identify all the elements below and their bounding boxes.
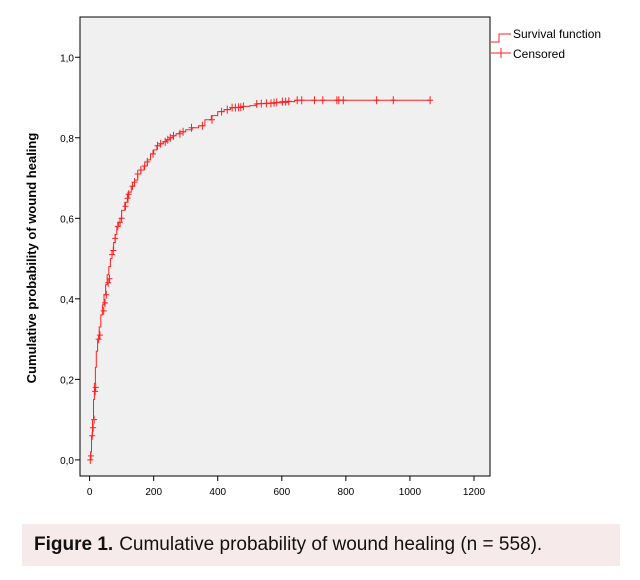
legend-censored-marker: [491, 48, 511, 58]
y-tick-label: 1,0: [60, 53, 74, 64]
censored-marker: [110, 246, 117, 255]
censored-marker: [154, 141, 161, 150]
figure-caption: Figure 1. Cumulative probability of woun…: [22, 524, 620, 566]
censored-marker: [122, 202, 129, 211]
censored-marker: [157, 139, 164, 148]
censored-marker: [150, 149, 156, 158]
x-tick-label: 400: [209, 487, 226, 498]
censored-marker: [188, 123, 195, 132]
censored-marker: [218, 107, 225, 116]
plot-area: [79, 16, 491, 477]
censored-marker: [180, 127, 187, 136]
censored-marker: [114, 222, 121, 231]
censored-marker: [89, 431, 96, 440]
censored-marker: [134, 170, 141, 178]
censored-marker: [237, 103, 244, 112]
censored-marker: [131, 178, 138, 187]
censored-marker: [273, 98, 280, 107]
figure-caption-label: Figure 1.: [34, 534, 114, 555]
censored-marker: [141, 162, 148, 170]
survival-function-line: [89, 99, 431, 461]
censored-marker: [87, 451, 94, 460]
censored-marker: [92, 387, 99, 396]
y-axis-label: Cumulative probability of wound healing: [24, 133, 39, 384]
censored-marker: [240, 102, 247, 111]
censored-marker: [112, 234, 119, 243]
legend-survival-label: Survival function: [513, 27, 601, 41]
censored-marker: [137, 166, 144, 174]
censored-marker: [170, 131, 177, 140]
censored-marker: [311, 96, 318, 105]
censored-marker: [100, 306, 107, 315]
censored-marker: [87, 455, 94, 464]
censored-marker: [373, 96, 380, 105]
censored-marker: [319, 96, 326, 105]
censored-marker: [96, 331, 103, 340]
censored-marker: [102, 298, 108, 307]
y-tick-label: 0,8: [60, 134, 74, 145]
survival-series: [89, 99, 431, 461]
censored-marker: [224, 105, 231, 114]
censored-marker: [176, 129, 183, 138]
censored-marker: [162, 137, 169, 146]
x-tick-label: 600: [273, 487, 290, 498]
censored-marker: [106, 274, 113, 283]
censored-marker: [92, 383, 99, 392]
censored-marker: [298, 96, 305, 105]
censored-marker: [144, 157, 151, 166]
axes: 0 200 400 600 800 1000 1200 0,0 0,2 0,4 0,6 0,8 1,0: [60, 53, 485, 498]
x-tick-label: 200: [145, 487, 162, 498]
kaplan-meier-chart: 0 200 400 600 800 1000 12000,00,20,40,60,81,0 …: [24, 16, 601, 498]
y-tick-label: 0,6: [60, 214, 74, 225]
y-tick-label: 0,4: [60, 295, 74, 306]
y-tick-label: 0,0: [60, 456, 74, 467]
censored-marker: [91, 415, 98, 424]
censored-marker: [109, 250, 115, 259]
censored-marker: [340, 96, 347, 105]
censored-marker: [285, 97, 292, 106]
censored-marker: [95, 335, 102, 344]
censored-marker: [125, 190, 132, 199]
y-tick-label: 0,2: [60, 375, 74, 386]
x-tick-label: 1000: [399, 487, 422, 498]
censored-marker: [124, 194, 131, 203]
censored-marker: [167, 133, 174, 142]
legend-survival-swatch: [491, 33, 511, 43]
censored-marker: [103, 290, 110, 299]
censored-marker: [390, 96, 397, 105]
censored-marker: [199, 121, 206, 130]
figure-caption-text: Cumulative probability of wound healing …: [119, 534, 543, 555]
censored-markers: [87, 96, 434, 464]
censored-marker: [427, 96, 434, 105]
censored-marker: [118, 214, 125, 223]
censored-marker: [90, 423, 97, 432]
censored-marker: [258, 99, 265, 108]
x-tick-label: 800: [338, 487, 355, 498]
x-tick-label: 1200: [463, 487, 486, 498]
censored-marker: [209, 115, 215, 124]
legend-censored-label: Censored: [513, 47, 565, 61]
censored-marker: [105, 278, 112, 287]
x-tick-label: 0: [87, 487, 93, 498]
legend: Survival function Censored: [491, 27, 601, 61]
